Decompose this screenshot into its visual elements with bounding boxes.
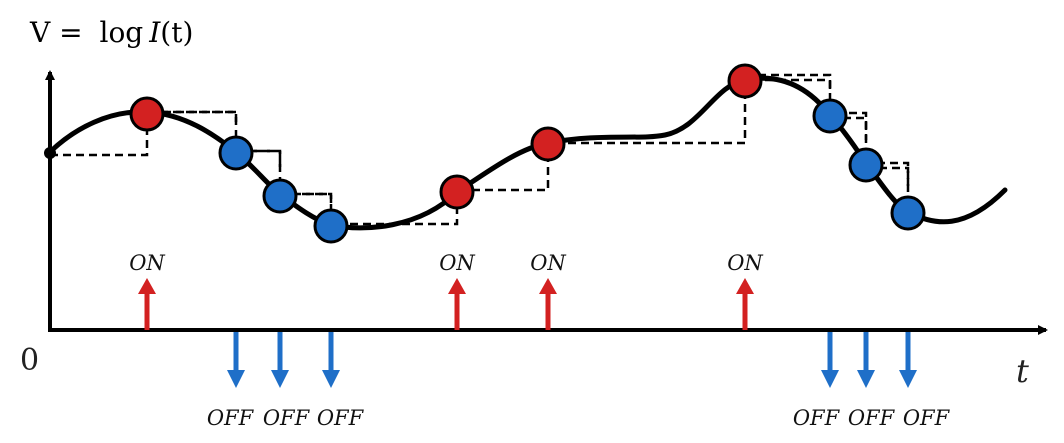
y-axis-label-prefix: V = [29,16,91,49]
on-event-label: ON [727,251,763,275]
off-event-label: OFF [317,406,365,430]
off-event: OFF [899,332,951,430]
on-event: ON [530,251,566,330]
on-event: ON [129,251,165,330]
off-event-label: OFF [848,406,896,430]
off-events: OFF OFF OFF OFF OFF OFF [207,332,951,430]
on-event: ON [727,251,763,330]
off-event-label: OFF [903,406,951,430]
on-event-label: ON [530,251,566,275]
off-event: OFF [317,332,365,430]
curve-start-dot [44,147,56,159]
on-event-label: ON [439,251,475,275]
on-events: ON ON ON ON [129,251,763,330]
x-axis-label: t [1016,352,1029,390]
off-sample-point [218,135,254,171]
off-event-label: OFF [207,406,255,430]
staircase-overshoot-4 [745,73,832,92]
off-event: OFF [207,332,255,430]
off-sample-point [313,208,349,244]
staircase-reconstruction [50,78,910,226]
staircase-overshoot-1 [147,110,238,124]
y-axis-label: V = log I(t) [29,16,193,49]
on-sample-point [129,96,165,132]
off-sample-point [848,147,884,183]
off-event: OFF [793,332,841,430]
sample-points [129,63,926,244]
off-event-label: OFF [263,406,311,430]
origin-label: 0 [20,343,39,378]
on-sample-point [727,63,763,99]
on-event-label: ON [129,251,165,275]
off-sample-point [812,98,848,134]
on-sample-point [530,126,566,162]
off-sample-point [262,178,298,214]
y-axis-label-var: I [148,16,161,49]
off-sample-point [890,195,926,231]
off-event: OFF [848,332,896,430]
y-axis-label-arg: (t) [160,16,193,49]
off-event: OFF [263,332,311,430]
on-sample-point [439,174,475,210]
on-event: ON [439,251,475,330]
off-event-label: OFF [793,406,841,430]
y-axis-label-func: log [99,16,143,49]
